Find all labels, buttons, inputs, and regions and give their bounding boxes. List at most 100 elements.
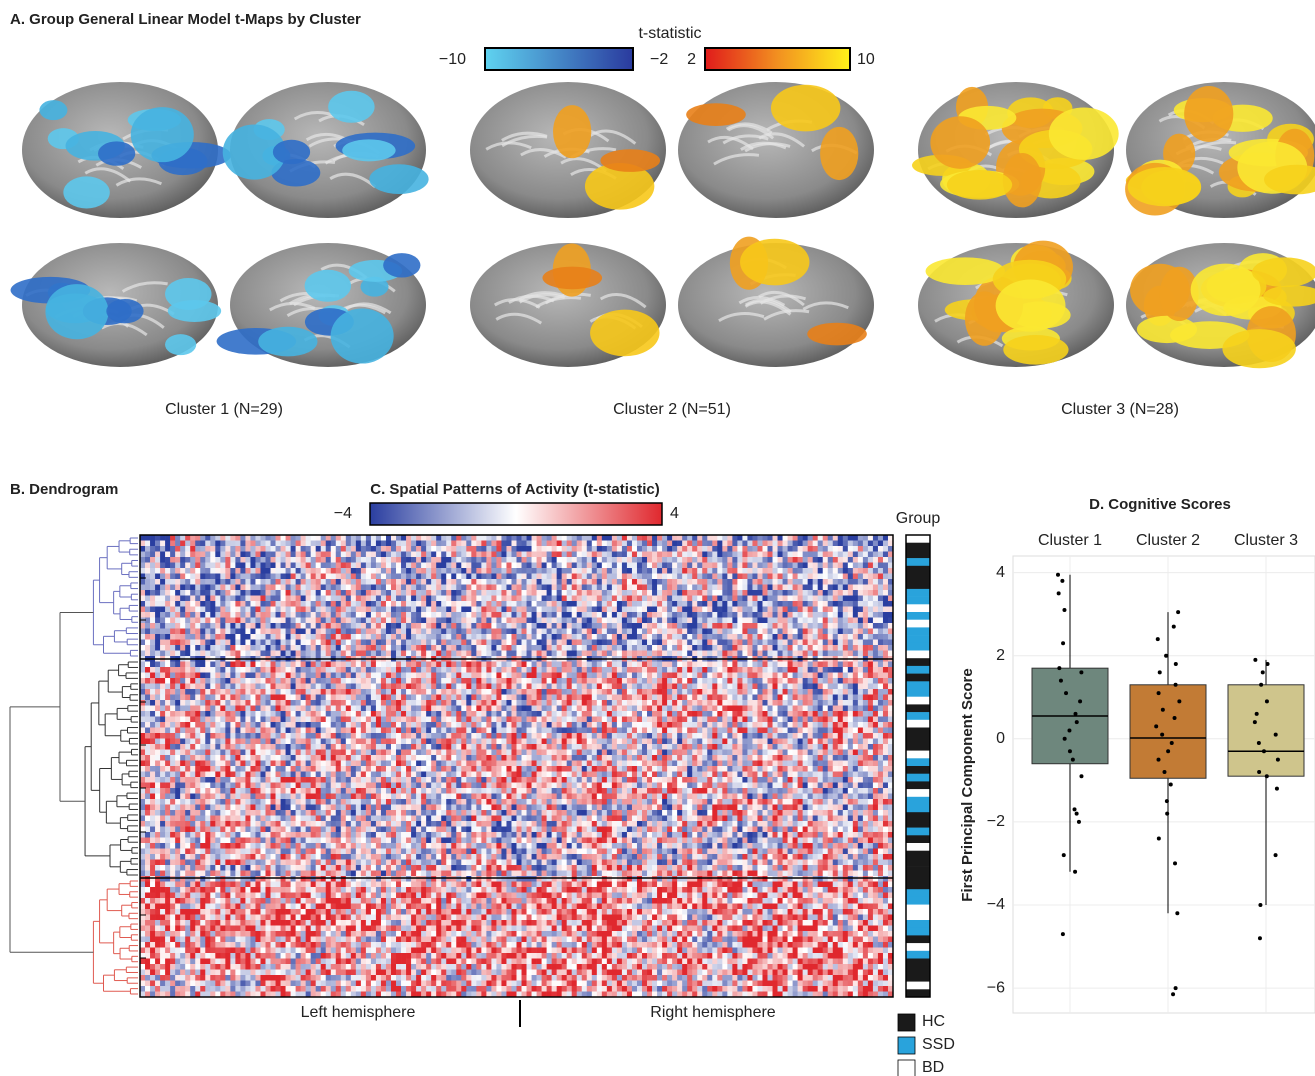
heatmap-cell: [401, 711, 406, 717]
heatmap-cell: [522, 596, 527, 602]
heatmap-cell: [778, 574, 783, 580]
heatmap-cell: [150, 684, 155, 690]
heatmap-cell: [612, 596, 617, 602]
heatmap-cell: [346, 651, 351, 657]
heatmap-cell: [843, 535, 848, 541]
heatmap-cell: [341, 662, 346, 668]
heatmap-cell: [783, 623, 788, 629]
heatmap-cell: [260, 601, 265, 607]
heatmap-cell: [210, 590, 215, 596]
heatmap-cell: [471, 546, 476, 552]
heatmap-cell: [406, 596, 411, 602]
heatmap-cell: [341, 684, 346, 690]
heatmap-cell: [682, 634, 687, 640]
heatmap-cell: [210, 546, 215, 552]
heatmap-cell: [798, 711, 803, 717]
heatmap-cell: [662, 711, 667, 717]
heatmap-cell: [180, 706, 185, 712]
heatmap-cell: [617, 695, 622, 701]
heatmap-cell: [240, 651, 245, 657]
heatmap-cell: [160, 568, 165, 574]
heatmap-cell: [296, 678, 301, 684]
heatmap-cell: [757, 552, 762, 558]
heatmap-cell: [351, 590, 356, 596]
heatmap-cell: [371, 662, 376, 668]
heatmap-cell: [316, 574, 321, 580]
heatmap-cell: [341, 678, 346, 684]
heatmap-cell: [140, 640, 145, 646]
heatmap-cell: [271, 585, 276, 591]
heatmap-cell: [240, 684, 245, 690]
heatmap-cell: [451, 629, 456, 635]
heatmap-cell: [361, 695, 366, 701]
heatmap-cell: [411, 618, 416, 624]
heatmap-cell: [255, 640, 260, 646]
heatmap-cell: [255, 557, 260, 563]
heatmap-cell: [190, 651, 195, 657]
heatmap-cell: [406, 541, 411, 547]
heatmap-cell: [672, 557, 677, 563]
heatmap-cell: [818, 700, 823, 706]
heatmap-cell: [808, 662, 813, 668]
heatmap-cell: [727, 640, 732, 646]
heatmap-cell: [381, 645, 386, 651]
heatmap-cell: [205, 689, 210, 695]
heatmap-cell: [542, 607, 547, 613]
heatmap-cell: [170, 706, 175, 712]
heatmap-cell: [843, 601, 848, 607]
heatmap-cell: [391, 711, 396, 717]
heatmap-cell: [441, 623, 446, 629]
heatmap-cell: [647, 546, 652, 552]
heatmap-cell: [798, 623, 803, 629]
heatmap-cell: [336, 711, 341, 717]
heatmap-cell: [140, 629, 145, 635]
heatmap-cell: [522, 574, 527, 580]
heatmap-cell: [522, 689, 527, 695]
heatmap-cell: [401, 590, 406, 596]
heatmap-cell: [240, 535, 245, 541]
heatmap-cell: [266, 623, 271, 629]
heatmap-cell: [522, 563, 527, 569]
heatmap-cell: [622, 695, 627, 701]
heatmap-cell: [547, 574, 552, 580]
heatmap-cell: [306, 612, 311, 618]
heatmap-cell: [431, 684, 436, 690]
heatmap-cell: [883, 590, 888, 596]
heatmap-cell: [366, 535, 371, 541]
heatmap-cell: [863, 678, 868, 684]
heatmap-cell: [552, 579, 557, 585]
heatmap-cell: [230, 684, 235, 690]
heatmap-cell: [240, 645, 245, 651]
heatmap-cell: [517, 541, 522, 547]
heatmap-cell: [587, 541, 592, 547]
heatmap-cell: [175, 662, 180, 668]
heatmap-cell: [858, 607, 863, 613]
heatmap-cell: [225, 662, 230, 668]
heatmap-cell: [602, 607, 607, 613]
heatmap-cell: [848, 596, 853, 602]
heatmap-cell: [486, 667, 491, 673]
heatmap-cell: [803, 568, 808, 574]
heatmap-cell: [466, 574, 471, 580]
heatmap-cell: [456, 673, 461, 679]
heatmap-cell: [356, 585, 361, 591]
heatmap-cell: [291, 568, 296, 574]
heatmap-cell: [291, 574, 296, 580]
heatmap-cell: [466, 596, 471, 602]
heatmap-cell: [416, 601, 421, 607]
heatmap-cell: [833, 596, 838, 602]
heatmap-cell: [486, 695, 491, 701]
heatmap-cell: [461, 574, 466, 580]
heatmap-cell: [150, 585, 155, 591]
heatmap-cell: [542, 579, 547, 585]
heatmap-cell: [547, 579, 552, 585]
heatmap-cell: [346, 673, 351, 679]
heatmap-cell: [717, 568, 722, 574]
heatmap-cell: [597, 623, 602, 629]
heatmap-cell: [778, 711, 783, 717]
heatmap-cell: [878, 596, 883, 602]
heatmap-cell: [602, 541, 607, 547]
heatmap-cell: [466, 623, 471, 629]
heatmap-cell: [461, 541, 466, 547]
heatmap-cell: [752, 552, 757, 558]
